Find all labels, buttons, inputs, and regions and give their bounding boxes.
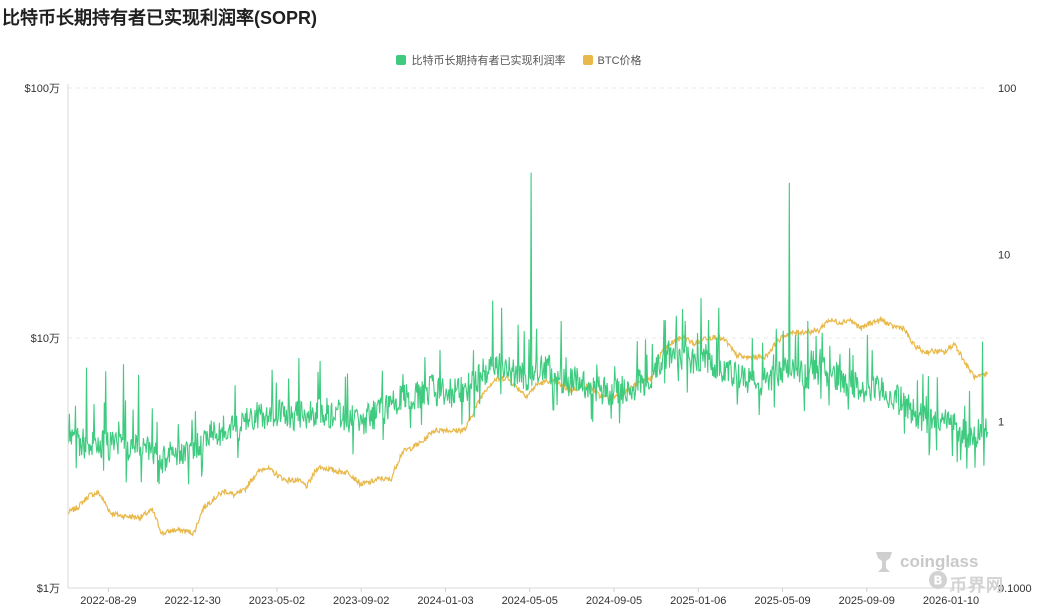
btc-price-series <box>67 315 989 537</box>
watermark-site: 币界网 <box>950 576 1004 595</box>
y-left-tick-label: $10万 <box>31 333 60 345</box>
axes: $1万 $10万 $100万 0.1000 1 10 100 2022-08-29 2022-1… <box>25 83 1032 607</box>
y-right-tick-label: 100 <box>998 83 1016 95</box>
btc-price-line <box>67 315 989 537</box>
x-tick-label: 2026-01-10 <box>923 595 979 607</box>
sopr-series <box>67 172 989 485</box>
legend-swatch-btc-price <box>582 55 593 65</box>
y-left-tick-label: $100万 <box>25 83 60 95</box>
x-tick-label: 2022-08-29 <box>80 595 136 607</box>
sopr-line <box>67 172 989 485</box>
legend-swatch-sopr <box>396 55 407 65</box>
gridlines <box>68 87 988 589</box>
x-tick-label: 2023-09-02 <box>333 595 389 607</box>
x-tick-label: 2025-05-09 <box>754 595 810 607</box>
bitcoin-coin-icon: B <box>929 571 947 589</box>
legend-item-btc-price[interactable]: BTC价格 <box>582 52 642 68</box>
x-tick-label: 2022-12-30 <box>165 595 221 607</box>
y-left-tick-label: $1万 <box>37 583 60 595</box>
watermark: coinglass B 币界网 <box>872 548 1022 603</box>
legend-label-btc-price: BTC价格 <box>597 55 642 67</box>
chart-title: 比特币长期持有者已实现利润率(SOPR) <box>2 8 317 28</box>
x-tick-label: 2024-09-05 <box>586 595 642 607</box>
coinglass-logo-icon <box>876 552 892 572</box>
legend-label-sopr: 比特币长期持有者已实现利润率 <box>411 55 566 67</box>
y-right-tick-label: 0.1000 <box>998 583 1032 595</box>
x-tick-label: 2025-01-06 <box>670 595 726 607</box>
x-tick-label: 2025-09-09 <box>839 595 895 607</box>
x-tick-label: 2023-05-02 <box>249 595 305 607</box>
watermark-brand: coinglass <box>900 552 979 571</box>
y-right-tick-label: 10 <box>998 250 1010 262</box>
chart-legend: 比特币长期持有者已实现利润率 BTC价格 <box>0 52 1038 68</box>
legend-item-sopr[interactable]: 比特币长期持有者已实现利润率 <box>396 52 565 68</box>
x-tick-label: 2024-01-03 <box>417 595 473 607</box>
svg-text:B: B <box>933 574 942 588</box>
y-right-tick-label: 1 <box>998 416 1004 428</box>
x-tick-label: 2024-05-05 <box>502 595 558 607</box>
